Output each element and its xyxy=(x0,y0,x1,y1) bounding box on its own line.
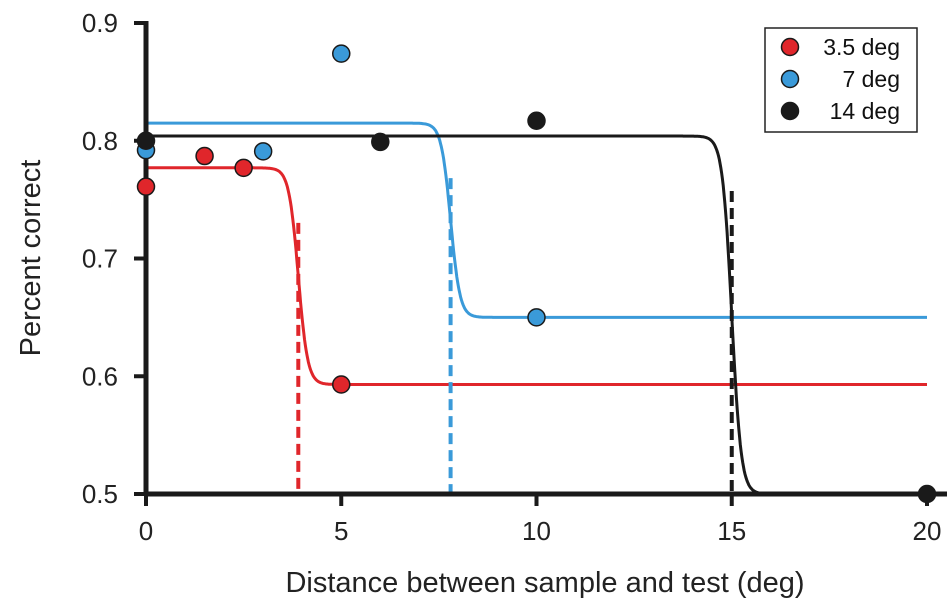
fit-curve-1 xyxy=(145,166,928,386)
data-point-3-4 xyxy=(917,484,937,504)
data-point-1-2 xyxy=(195,146,214,166)
data-point-1-4 xyxy=(332,375,351,394)
y-tick-label: 0.8 xyxy=(82,126,118,156)
threshold-lines xyxy=(296,178,734,494)
legend-marker-2 xyxy=(780,69,800,89)
x-axis-label: Distance between sample and test (deg) xyxy=(285,567,804,599)
legend-marker-3 xyxy=(780,101,800,121)
data-point-1-1 xyxy=(136,177,156,196)
x-tick-label: 20 xyxy=(913,516,942,546)
data-point-3-2 xyxy=(371,132,390,152)
y-tick-label: 0.9 xyxy=(82,8,118,38)
legend-label-3: 14 deg xyxy=(830,98,900,124)
legend: 3.5 deg 7 deg 14 deg xyxy=(764,27,918,133)
y-tick-label: 0.6 xyxy=(82,361,118,391)
data-point-1-3 xyxy=(234,158,253,178)
x-tick-label: 5 xyxy=(334,516,348,546)
data-points xyxy=(136,44,937,504)
legend-label-1: 3.5 deg xyxy=(823,34,900,60)
y-axis-label: Percent correct xyxy=(15,160,47,357)
data-point-2-3 xyxy=(332,44,351,63)
x-tick-label: 10 xyxy=(522,516,551,546)
data-point-2-4 xyxy=(527,308,546,327)
data-point-3-1 xyxy=(136,131,156,150)
data-point-2-2 xyxy=(253,142,273,161)
data-point-3-3 xyxy=(527,111,546,130)
tick-labels: 0.5 0.6 0.7 0.8 0.9 0 5 10 15 20 xyxy=(82,8,942,546)
x-tick-label: 15 xyxy=(717,516,746,546)
x-tick-label: 0 xyxy=(139,516,153,546)
legend-marker-1 xyxy=(780,37,800,57)
y-tick-label: 0.7 xyxy=(82,244,118,274)
legend-label-2: 7 deg xyxy=(842,66,900,92)
axes xyxy=(134,21,947,506)
y-tick-label: 0.5 xyxy=(82,479,118,509)
